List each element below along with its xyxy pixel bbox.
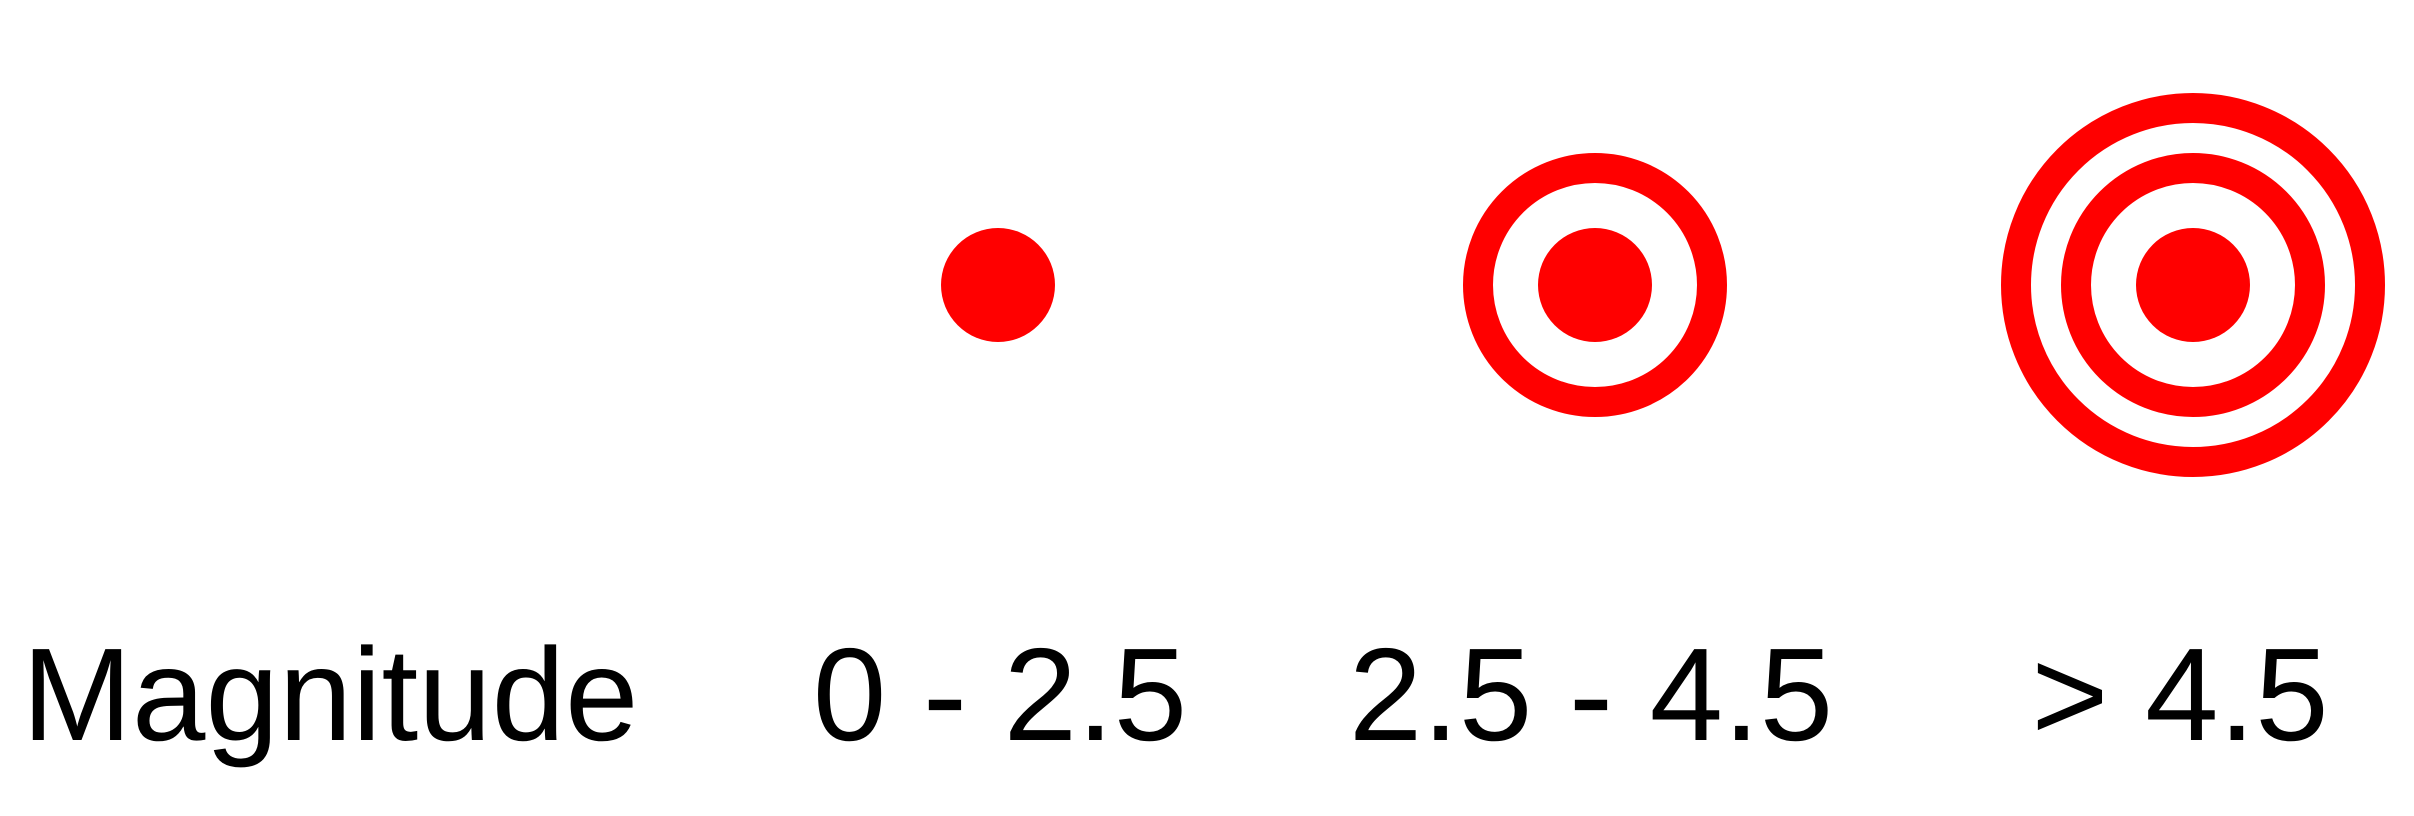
legend-class-label-medium: 2.5 - 4.5 [1348, 621, 1834, 768]
legend-title: Magnitude [22, 621, 639, 768]
symbol-center-dot [941, 228, 1055, 342]
symbol-inner-ring [1463, 153, 1727, 417]
legend-class-label-high: > 4.5 [2031, 621, 2329, 768]
symbol-inner-ring [2061, 153, 2325, 417]
symbol-outer-ring [2001, 93, 2385, 477]
symbol-center-dot [1538, 228, 1652, 342]
legend-class-label-low: 0 - 2.5 [812, 621, 1188, 768]
magnitude-symbol-low [941, 228, 1055, 342]
magnitude-symbol-medium [1463, 153, 1727, 417]
symbol-center-dot [2136, 228, 2250, 342]
magnitude-symbol-high [2001, 93, 2385, 477]
